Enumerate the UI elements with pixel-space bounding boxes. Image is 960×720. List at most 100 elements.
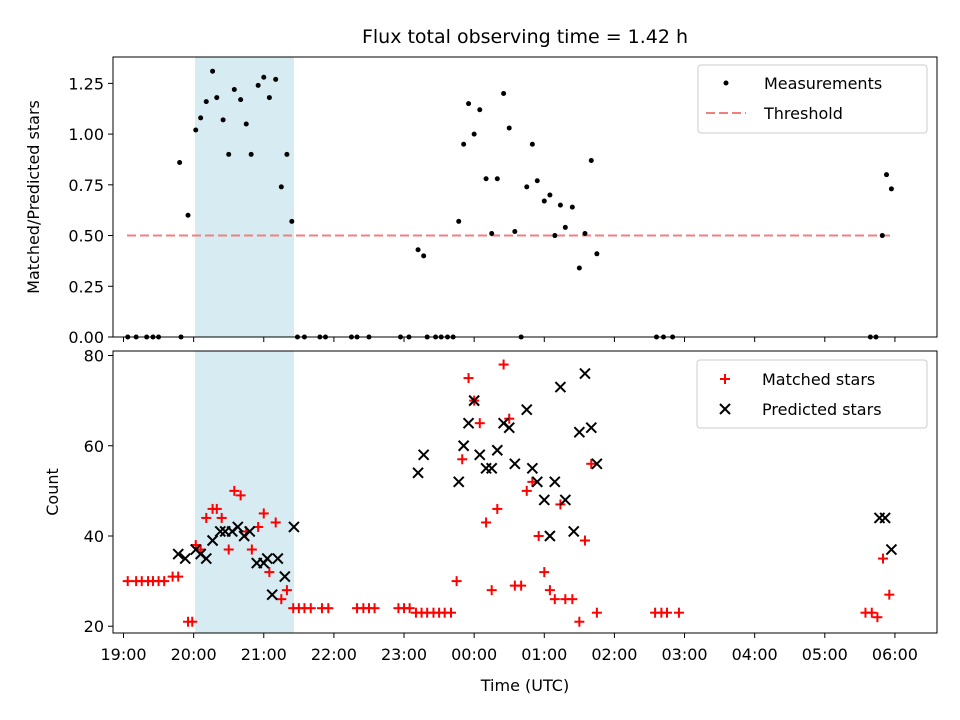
measurement-point xyxy=(177,160,183,166)
measurement-point xyxy=(248,151,254,157)
predicted-star-point xyxy=(266,588,278,601)
y-tick-label: 20 xyxy=(84,617,104,636)
predicted-star-point xyxy=(591,458,603,470)
x-tick-label: 00:00 xyxy=(451,645,497,664)
y-tick-label: 60 xyxy=(84,437,104,456)
measurement-point xyxy=(193,127,199,133)
x-tick-label: 03:00 xyxy=(661,645,707,664)
predicted-star-point xyxy=(573,426,586,438)
x-tick-label: 20:00 xyxy=(171,645,217,664)
x-tick-label: 22:00 xyxy=(311,645,357,664)
predicted-star-point xyxy=(206,534,219,547)
predicted-star-point xyxy=(279,570,291,583)
measurement-point xyxy=(582,231,588,237)
measurement-point xyxy=(266,95,272,101)
predicted-star-point xyxy=(232,521,244,533)
measurement-point xyxy=(594,251,600,257)
predicted-star-point xyxy=(585,421,597,434)
predicted-star-point xyxy=(194,548,207,560)
predicted-star-point xyxy=(474,449,486,461)
measurement-point xyxy=(415,247,421,253)
measurement-point xyxy=(494,176,500,182)
measurement-point xyxy=(214,95,220,101)
measurement-point xyxy=(278,184,284,190)
predicted-star-point xyxy=(179,552,191,565)
x-tick-label: 19:00 xyxy=(100,645,146,664)
measurement-point xyxy=(185,212,191,218)
measurement-point xyxy=(466,101,472,107)
predicted-star-point xyxy=(526,462,539,475)
legend-measurements-label: Measurements xyxy=(764,74,882,93)
bottom-legend: Matched stars Predicted stars xyxy=(696,359,928,429)
measurement-point xyxy=(547,192,553,198)
measurement-point xyxy=(576,265,582,271)
y-tick-label: 0.50 xyxy=(68,227,104,246)
measurement-point xyxy=(210,68,216,74)
predicted-star-point xyxy=(214,525,227,538)
measurement-point xyxy=(421,253,427,259)
x-tick-label: 01:00 xyxy=(521,645,567,664)
predicted-star-point xyxy=(261,552,273,565)
measurement-point xyxy=(238,97,244,103)
top-legend: Measurements Threshold xyxy=(697,64,928,134)
measurement-point xyxy=(512,228,518,234)
predicted-star-point xyxy=(503,421,515,434)
measurement-point xyxy=(483,176,489,182)
y-tick-label: 1.00 xyxy=(68,125,104,144)
measurement-point xyxy=(552,233,558,239)
matched-stars-points xyxy=(122,359,895,627)
measurement-point xyxy=(203,99,209,105)
measurement-point xyxy=(888,186,894,192)
y-tick-label: 80 xyxy=(84,347,104,366)
measurement-point xyxy=(879,233,885,239)
predicted-star-point xyxy=(272,552,284,565)
predicted-star-point xyxy=(554,381,567,393)
top-y-axis-label: Matched/Predicted stars xyxy=(24,100,43,294)
predicted-star-point xyxy=(200,552,212,565)
predicted-star-point xyxy=(462,417,475,429)
measurement-point xyxy=(273,76,279,82)
chart-title: Flux total observing time = 1.42 h xyxy=(362,26,688,48)
x-tick-label: 21:00 xyxy=(241,645,287,664)
measurement-point xyxy=(534,178,540,184)
legend-predicted-label: Predicted stars xyxy=(762,400,882,419)
measurement-point xyxy=(489,231,495,237)
y-tick-label: 0.00 xyxy=(68,328,104,347)
top-highlight-span xyxy=(195,57,294,337)
measurement-point xyxy=(226,151,232,157)
predicted-star-point xyxy=(521,403,533,416)
measurement-point xyxy=(541,198,547,204)
legend-matched-label: Matched stars xyxy=(762,370,875,389)
measurement-point xyxy=(456,218,462,224)
measurement-point xyxy=(477,107,483,113)
top-axes-frame xyxy=(112,56,938,338)
measurement-point xyxy=(884,172,890,178)
measurement-point xyxy=(501,91,507,97)
predicted-star-point xyxy=(531,476,543,488)
y-tick-label: 0.25 xyxy=(68,277,104,296)
legend-predicted-marker xyxy=(719,403,731,415)
measurement-point xyxy=(557,202,563,208)
predicted-star-point xyxy=(457,440,470,452)
bottom-y-axis-label: Count xyxy=(43,468,62,516)
y-tick-label: 1.25 xyxy=(68,74,104,93)
legend-threshold-label: Threshold xyxy=(763,104,843,123)
predicted-star-point xyxy=(497,417,510,429)
y-tick-label: 40 xyxy=(84,527,104,546)
predicted-star-point xyxy=(288,521,300,533)
measurement-point xyxy=(569,204,575,210)
predicted-star-point xyxy=(544,530,556,542)
predicted-star-point xyxy=(568,525,580,538)
predicted-star-point xyxy=(538,494,550,506)
bottom-axes-frame xyxy=(112,350,938,634)
top-x-ticks xyxy=(123,337,896,342)
measurement-point xyxy=(284,151,290,157)
measurement-point xyxy=(261,74,267,80)
measurement-point xyxy=(289,218,295,224)
measurement-point xyxy=(220,117,226,123)
measurement-point xyxy=(588,157,594,163)
predicted-star-point xyxy=(468,394,480,407)
measurement-point xyxy=(198,115,204,121)
predicted-star-point xyxy=(885,543,898,556)
